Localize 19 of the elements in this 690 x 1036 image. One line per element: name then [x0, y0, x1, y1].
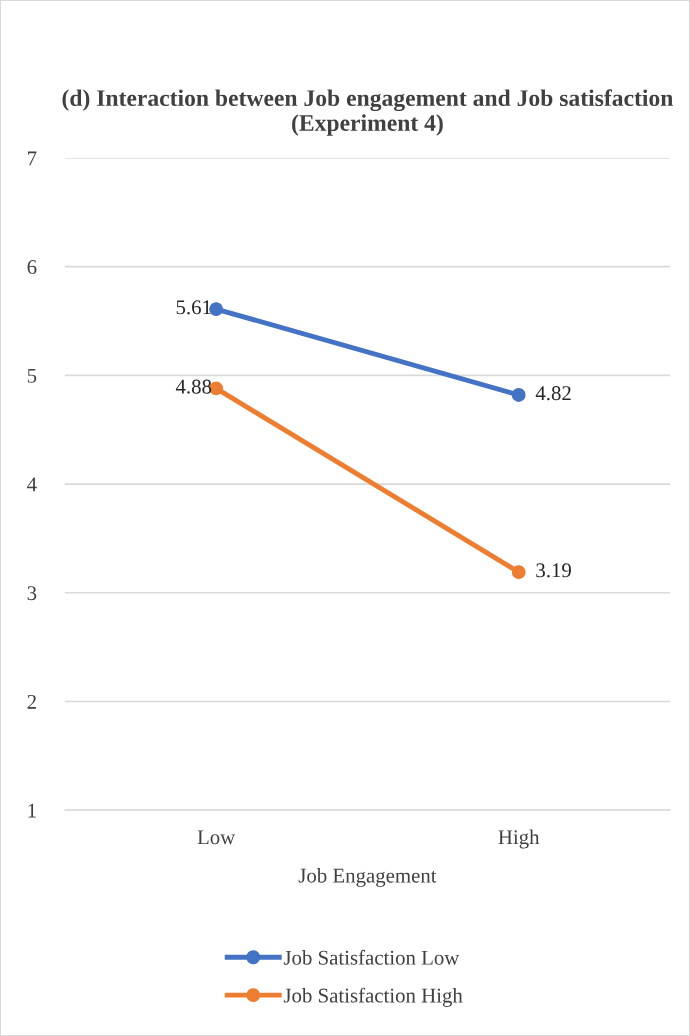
data-label: 4.88	[175, 379, 212, 394]
legend-label: Job Satisfaction High	[283, 987, 463, 1007]
x-tick-label: Low	[197, 830, 236, 845]
x-tick-label: High	[498, 829, 540, 849]
point	[511, 387, 526, 402]
data-label: 4.82	[535, 386, 571, 401]
y-tick-label: 7	[28, 151, 37, 166]
legend-label: Job Satisfaction Low	[283, 949, 460, 965]
y-tick-label: 6	[27, 260, 37, 275]
y-tick-label: 3	[27, 586, 37, 601]
data-label: 3.19	[536, 563, 571, 578]
chart-title: (d) Interaction between Job engagement and Job satisfaction (Experiment 4)	[62, 89, 674, 136]
y-tick-label: 1	[28, 803, 36, 818]
y-tick-label: 2	[27, 694, 36, 709]
data-label: 5.61	[176, 300, 211, 315]
y-tick-label: 5	[27, 368, 37, 383]
point	[511, 565, 526, 580]
y-tick-label: 4	[27, 477, 37, 492]
x-axis-title: Job Engagement	[298, 867, 437, 887]
